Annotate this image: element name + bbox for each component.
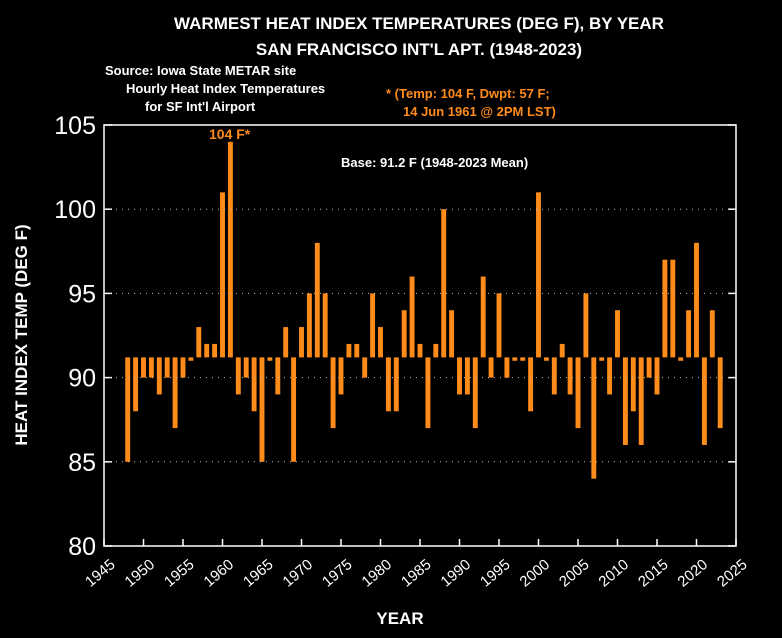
bar-2009 — [607, 357, 613, 395]
peak-note-line-1: * (Temp: 104 F, Dwpt: 57 F; — [386, 86, 550, 101]
y-axis-label: HEAT INDEX TEMP (DEG F) — [12, 224, 31, 445]
bar-2019 — [686, 310, 692, 358]
bar-2017 — [670, 259, 676, 358]
bar-1957 — [196, 327, 202, 358]
bar-1963 — [243, 357, 249, 378]
y-axis: 80 85 90 95 100 105 — [54, 112, 736, 561]
bar-2001 — [543, 357, 549, 361]
y-tick-label-100: 100 — [54, 196, 96, 224]
plot-frame — [103, 124, 737, 547]
bar-1966 — [267, 357, 273, 361]
bar-1999 — [528, 357, 534, 412]
bar-1996 — [504, 357, 510, 378]
bar-1991 — [464, 357, 470, 395]
source-line-3: for SF Int'l Airport — [145, 99, 256, 114]
bar-2013 — [638, 357, 644, 445]
peak-label: 104 F* — [209, 126, 251, 142]
bar-2000 — [536, 192, 541, 358]
bar-2002 — [551, 357, 557, 395]
bar-2020 — [694, 242, 699, 358]
bar-2018 — [678, 357, 684, 361]
bar-1989 — [449, 310, 455, 358]
bar-1986 — [425, 357, 431, 429]
bar-2006 — [583, 293, 589, 358]
bar-1954 — [172, 357, 178, 429]
bar-1997 — [512, 357, 518, 361]
bar-1959 — [212, 343, 218, 358]
bar-1980 — [378, 327, 383, 358]
bar-1975 — [338, 357, 344, 395]
y-tick-label-85: 85 — [68, 449, 96, 477]
bar-1998 — [520, 357, 526, 361]
bar-1967 — [275, 357, 281, 395]
x-axis-label: YEAR — [376, 609, 423, 628]
bar-2022 — [709, 310, 715, 358]
bar-2008 — [599, 357, 605, 361]
bar-1972 — [314, 242, 320, 358]
y-tick-label-95: 95 — [68, 280, 96, 308]
chart-subtitle: SAN FRANCISCO INT'L APT. (1948-2023) — [256, 40, 582, 59]
bar-1970 — [299, 327, 304, 358]
bar-2011 — [622, 357, 628, 445]
base-label: Base: 91.2 F (1948-2023 Mean) — [341, 155, 528, 170]
bar-1985 — [417, 343, 423, 358]
source-line-2: Hourly Heat Index Temperatures — [126, 81, 325, 96]
bar-1984 — [409, 276, 415, 358]
bar-1974 — [330, 357, 336, 429]
source-line-1: Source: Iowa State METAR site — [105, 63, 296, 78]
bar-1968 — [283, 327, 289, 358]
bar-1995 — [496, 293, 502, 358]
bar-1987 — [433, 343, 439, 358]
bar-2012 — [630, 357, 636, 412]
bar-1983 — [401, 310, 407, 358]
bar-1993 — [480, 276, 486, 358]
bar-1958 — [204, 343, 210, 358]
bar-1988 — [441, 209, 447, 358]
bar-1961 — [227, 141, 233, 358]
bar-1969 — [291, 357, 297, 462]
bar-2016 — [662, 259, 668, 358]
peak-note-line-2: 14 Jun 1961 @ 2PM LST) — [403, 104, 556, 119]
bar-2015 — [654, 357, 660, 395]
bar-1955 — [180, 357, 186, 378]
chart-title: WARMEST HEAT INDEX TEMPERATURES (DEG F),… — [174, 14, 664, 33]
bar-1962 — [235, 357, 241, 395]
bar-1951 — [148, 357, 154, 378]
bar-1956 — [188, 357, 194, 361]
bar-1965 — [259, 357, 265, 462]
bar-1973 — [322, 293, 328, 358]
bar-1994 — [488, 357, 494, 378]
bars-group — [125, 141, 723, 479]
bar-1990 — [457, 357, 462, 395]
bar-1977 — [354, 343, 360, 358]
bar-1981 — [385, 357, 391, 412]
bar-1948 — [125, 357, 131, 462]
bar-1976 — [346, 343, 352, 358]
bar-1992 — [472, 357, 478, 429]
bar-2023 — [717, 357, 723, 429]
bar-1979 — [370, 293, 376, 358]
bar-1949 — [133, 357, 139, 412]
bar-1982 — [393, 357, 399, 412]
y-tick-label-105: 105 — [54, 112, 96, 140]
bar-1960 — [220, 192, 225, 358]
y-tick-label-90: 90 — [68, 365, 96, 393]
bar-2003 — [559, 343, 565, 358]
bar-1964 — [251, 357, 257, 412]
bar-1953 — [164, 357, 170, 378]
y-tick-label-80: 80 — [68, 533, 96, 561]
bar-1952 — [156, 357, 162, 395]
bar-2010 — [615, 310, 620, 358]
bar-2014 — [646, 357, 652, 378]
bar-2007 — [591, 357, 597, 479]
bar-1978 — [362, 357, 368, 378]
bar-1950 — [141, 357, 146, 378]
bar-2021 — [701, 357, 707, 445]
bar-1971 — [306, 293, 312, 358]
bar-2004 — [567, 357, 573, 395]
bar-2005 — [575, 357, 581, 429]
